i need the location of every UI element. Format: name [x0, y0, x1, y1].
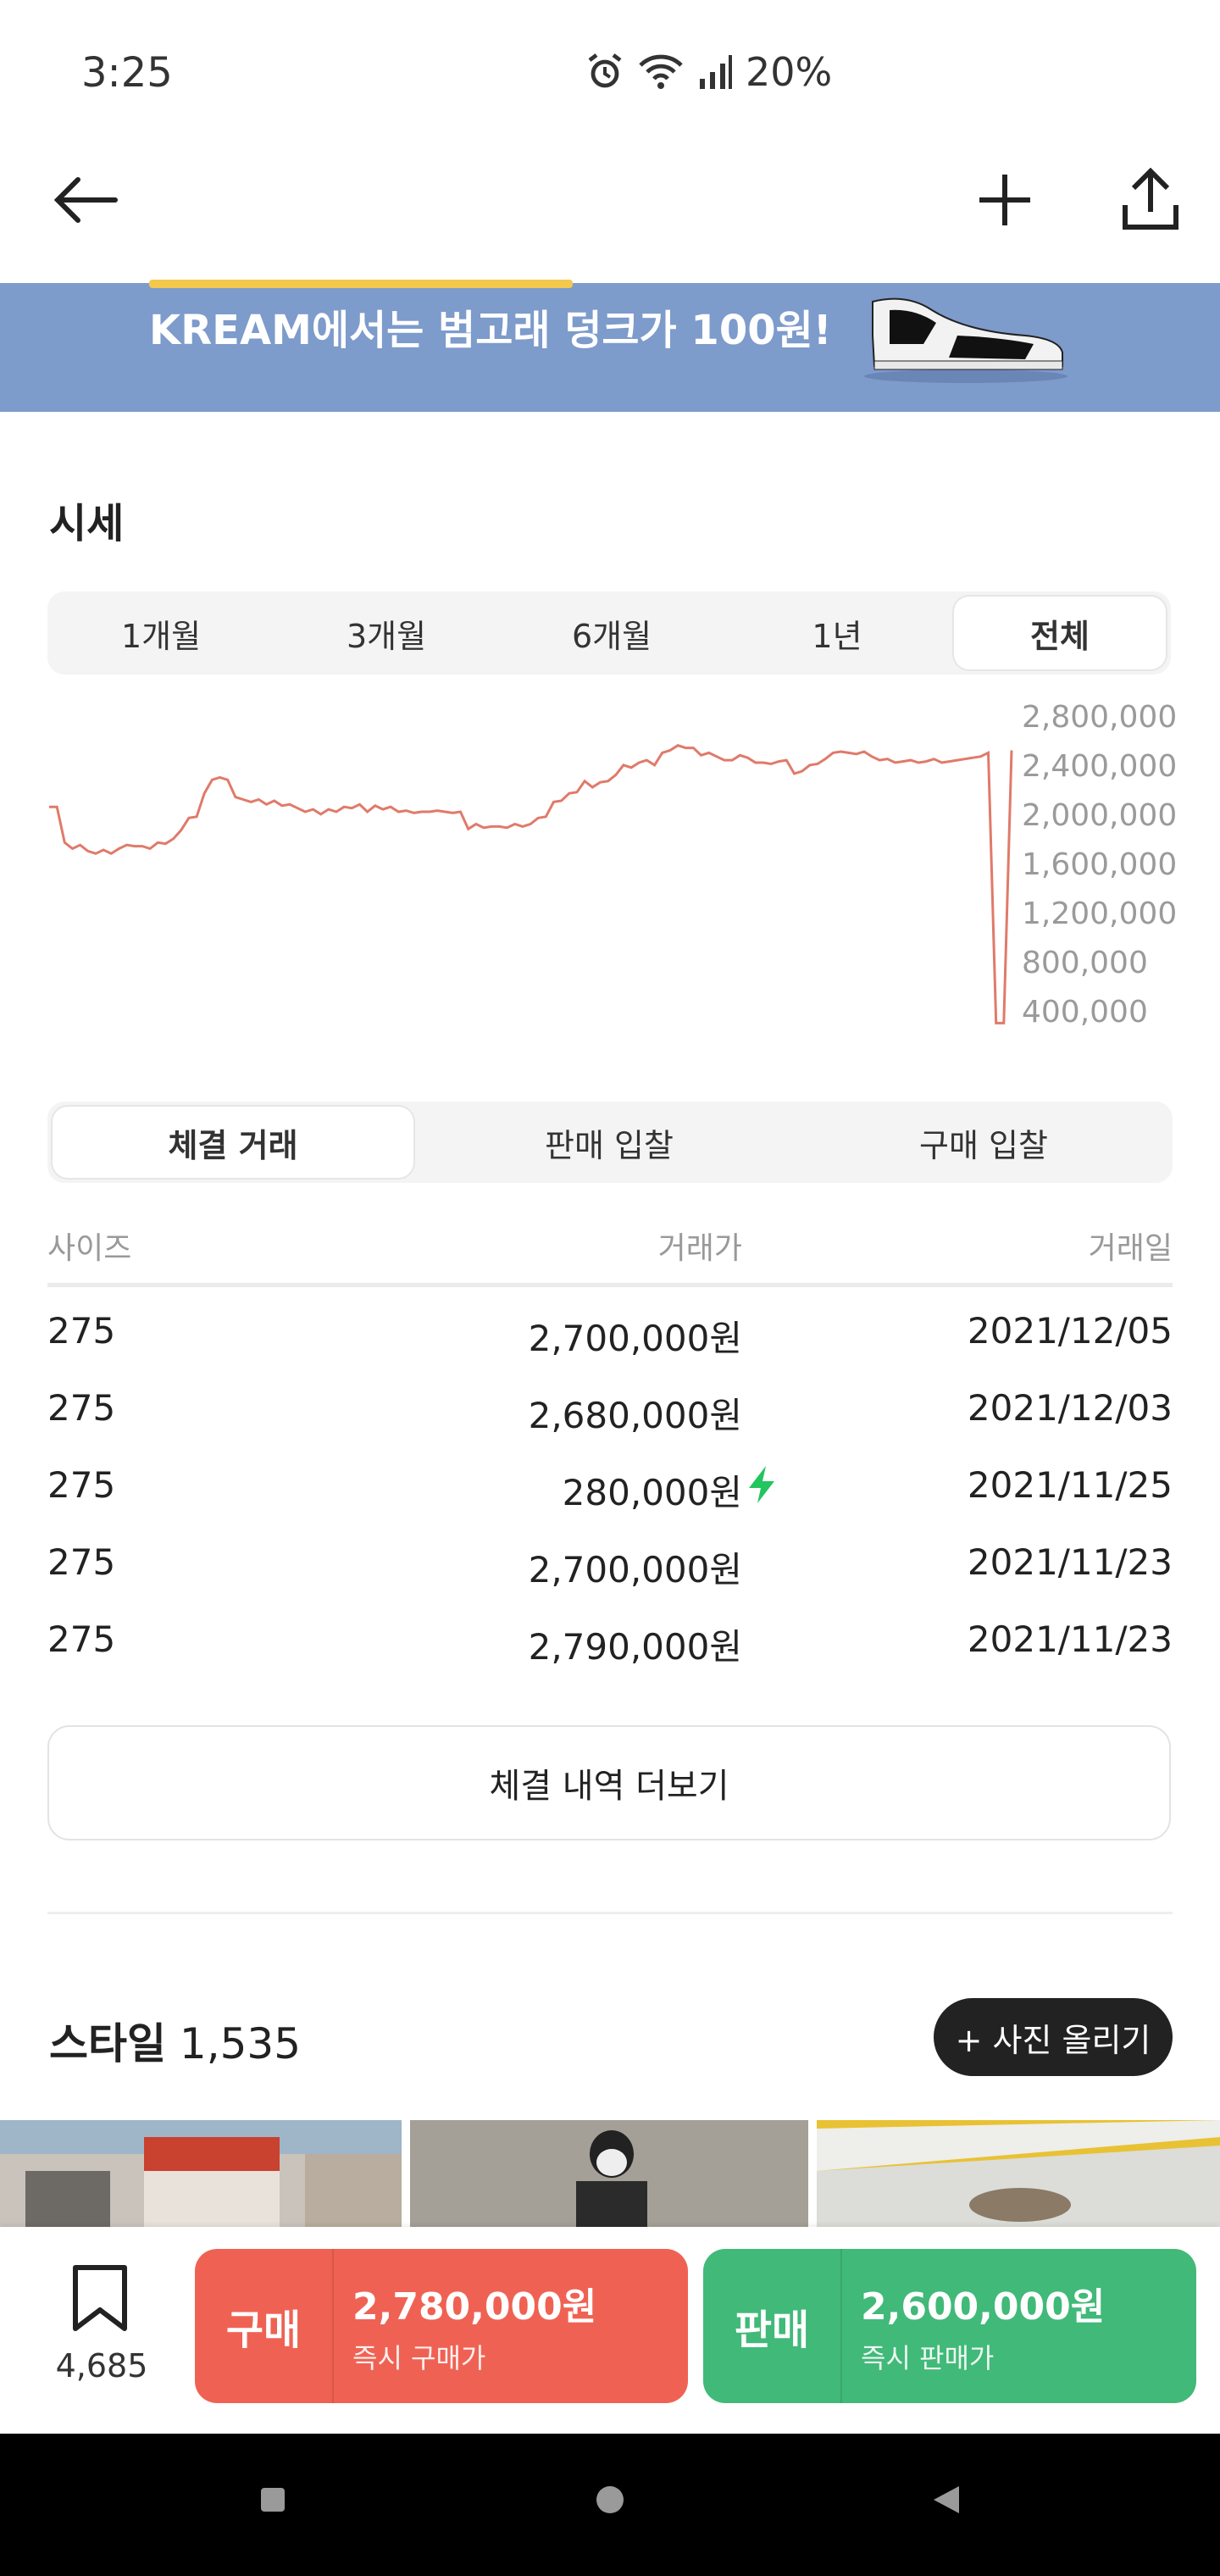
y-tick-label: 400,000: [1022, 995, 1148, 1030]
add-button[interactable]: [962, 158, 1047, 242]
price-chart[interactable]: [47, 695, 1013, 1034]
bookmark-icon: [73, 2265, 127, 2331]
buy-label: 구매: [195, 2249, 334, 2403]
status-icons: 20%: [585, 49, 832, 95]
row-date: 2021/11/23: [967, 1618, 1173, 1660]
price-line: [49, 744, 1013, 1024]
row-price: 2,700,000원: [528, 1549, 742, 1591]
style-section-title: 스타일 1,535: [49, 2010, 301, 2071]
home-circle-icon[interactable]: [595, 2484, 625, 2515]
share-button[interactable]: [1108, 158, 1193, 242]
sell-button[interactable]: 판매 2,600,000원 즉시 판매가: [703, 2249, 1196, 2403]
buy-subtitle: 즉시 구매가: [352, 2342, 486, 2374]
style-thumbnail[interactable]: [0, 2120, 402, 2229]
table-header-divider: [47, 1283, 1173, 1287]
alarm-icon: [588, 53, 622, 88]
row-price: 280,000원: [562, 1472, 742, 1513]
sell-label: 판매: [703, 2249, 842, 2403]
column-header-size: 사이즈: [47, 1231, 132, 1266]
plus-icon: [979, 175, 1030, 225]
row-size: 275: [47, 1464, 116, 1506]
tab-buy-bids[interactable]: 구매 입찰: [919, 1126, 1048, 1164]
flash-bolt-icon: [749, 1466, 774, 1503]
back-triangle-icon[interactable]: [932, 2484, 961, 2515]
style-count: 1,535: [179, 2019, 302, 2068]
y-tick-label: 2,000,000: [1022, 798, 1178, 833]
y-tick-label: 1,200,000: [1022, 897, 1178, 931]
banner-text: KREAM에서는 범고래 덩크가 100원!: [149, 307, 832, 354]
sell-subtitle: 즉시 판매가: [861, 2342, 995, 2374]
status-time: 3:25: [81, 49, 173, 97]
upload-photo-button[interactable]: + 사진 올리기: [934, 1998, 1173, 2076]
row-size: 275: [47, 1618, 116, 1660]
y-tick-label: 800,000: [1022, 946, 1148, 980]
back-button[interactable]: [42, 158, 127, 242]
tab-3-months[interactable]: 3개월: [346, 617, 427, 655]
row-date: 2021/12/05: [967, 1310, 1173, 1352]
row-price: 2,790,000원: [528, 1626, 742, 1668]
section-divider: [47, 1912, 1173, 1914]
row-date: 2021/11/25: [967, 1464, 1173, 1506]
share-icon: [1123, 168, 1178, 230]
battery-text: 20%: [746, 49, 833, 95]
back-arrow-icon: [53, 177, 118, 223]
row-size: 275: [47, 1387, 116, 1429]
style-thumbnail[interactable]: [817, 2120, 1220, 2229]
bookmark-count: 4,685: [55, 2347, 148, 2384]
signal-icon: [700, 55, 732, 89]
style-title-text: 스타일: [49, 2019, 166, 2068]
tab-all[interactable]: 전체: [954, 597, 1166, 669]
buy-price: 2,780,000원: [352, 2285, 597, 2329]
period-tabs: 1개월 3개월 6개월 1년 전체: [47, 591, 1171, 675]
y-tick-label: 2,400,000: [1022, 749, 1178, 784]
row-date: 2021/11/23: [967, 1541, 1173, 1583]
trade-tabs: 체결 거래 판매 입찰 구매 입찰: [47, 1102, 1173, 1183]
y-tick-label: 1,600,000: [1022, 847, 1178, 882]
buy-button[interactable]: 구매 2,780,000원 즉시 구매가: [195, 2249, 688, 2403]
price-section-title: 시세: [49, 500, 125, 547]
system-nav-bar: [0, 2434, 1220, 2576]
tab-sell-bids[interactable]: 판매 입찰: [545, 1126, 674, 1164]
row-price: 2,700,000원: [528, 1318, 742, 1359]
recents-square-icon[interactable]: [259, 2486, 286, 2513]
bookmark-button[interactable]: [51, 2264, 149, 2335]
tab-1-year[interactable]: 1년: [812, 617, 862, 655]
y-tick-label: 2,800,000: [1022, 700, 1178, 735]
tab-1-month[interactable]: 1개월: [120, 617, 202, 655]
row-date: 2021/12/03: [967, 1387, 1173, 1429]
more-trades-button[interactable]: 체결 내역 더보기: [47, 1725, 1171, 1840]
row-size: 275: [47, 1541, 116, 1583]
tab-completed-trades[interactable]: 체결 거래: [53, 1107, 413, 1178]
column-header-price: 거래가: [657, 1231, 742, 1266]
row-price: 2,680,000원: [528, 1395, 742, 1436]
sneaker-image: [864, 297, 1068, 383]
row-size: 275: [47, 1310, 116, 1352]
tab-6-months[interactable]: 6개월: [571, 617, 652, 655]
wifi-icon: [639, 54, 683, 89]
style-thumbnail[interactable]: [410, 2120, 808, 2229]
banner-highlight: [149, 280, 573, 288]
column-header-date: 거래일: [1088, 1231, 1173, 1266]
sell-price: 2,600,000원: [861, 2285, 1106, 2329]
